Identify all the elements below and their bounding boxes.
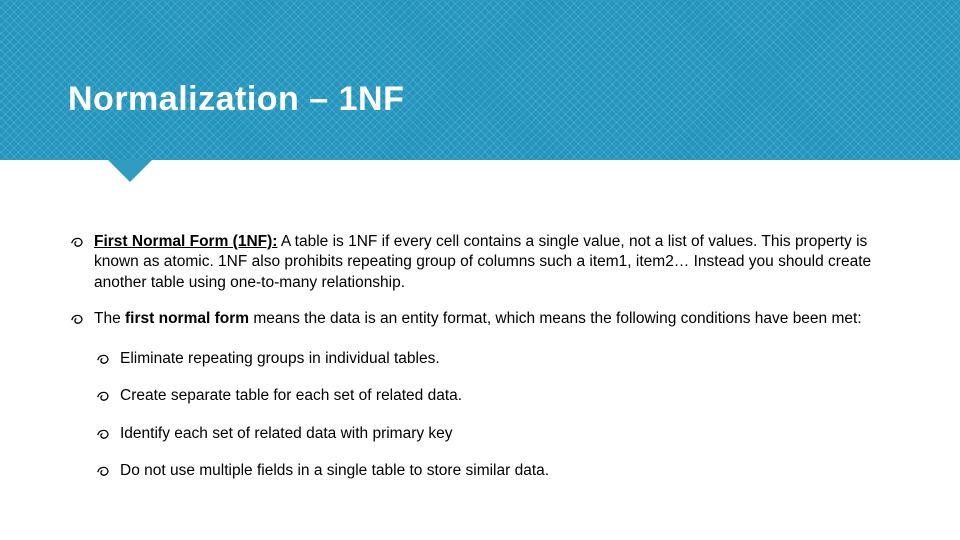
swirl-icon (70, 235, 84, 255)
sub-bullet-text: Eliminate repeating groups in individual… (120, 349, 890, 369)
slide-header: Normalization – 1NF (0, 0, 960, 160)
bullet-bold: first normal form (125, 310, 249, 327)
sub-bullet-item: Eliminate repeating groups in individual… (96, 349, 890, 372)
swirl-icon (96, 464, 110, 484)
sub-bullet-text: Do not use multiple fields in a single t… (120, 461, 890, 481)
bullet-pre: The (94, 310, 125, 327)
slide: Normalization – 1NF First Normal Form (1… (0, 0, 960, 540)
sub-bullet-item: Create separate table for each set of re… (96, 386, 890, 409)
swirl-icon (96, 427, 110, 447)
sub-bullet-text: Identify each set of related data with p… (120, 424, 890, 444)
swirl-icon (70, 312, 84, 332)
bullet-lead: First Normal Form (1NF): (94, 233, 277, 250)
sub-bullet-item: Identify each set of related data with p… (96, 424, 890, 447)
slide-content: First Normal Form (1NF): A table is 1NF … (0, 160, 960, 485)
sub-bullet-text: Create separate table for each set of re… (120, 386, 890, 406)
swirl-icon (96, 389, 110, 409)
bullet-item: The first normal form means the data is … (70, 309, 890, 332)
bullet-post: means the data is an entity format, whic… (249, 310, 862, 327)
sub-bullet-item: Do not use multiple fields in a single t… (96, 461, 890, 484)
bullet-text: First Normal Form (1NF): A table is 1NF … (94, 232, 890, 293)
bullet-item: First Normal Form (1NF): A table is 1NF … (70, 232, 890, 293)
bullet-text: The first normal form means the data is … (94, 309, 890, 329)
slide-title: Normalization – 1NF (68, 80, 404, 119)
swirl-icon (96, 352, 110, 372)
header-arrow-icon (108, 160, 152, 182)
